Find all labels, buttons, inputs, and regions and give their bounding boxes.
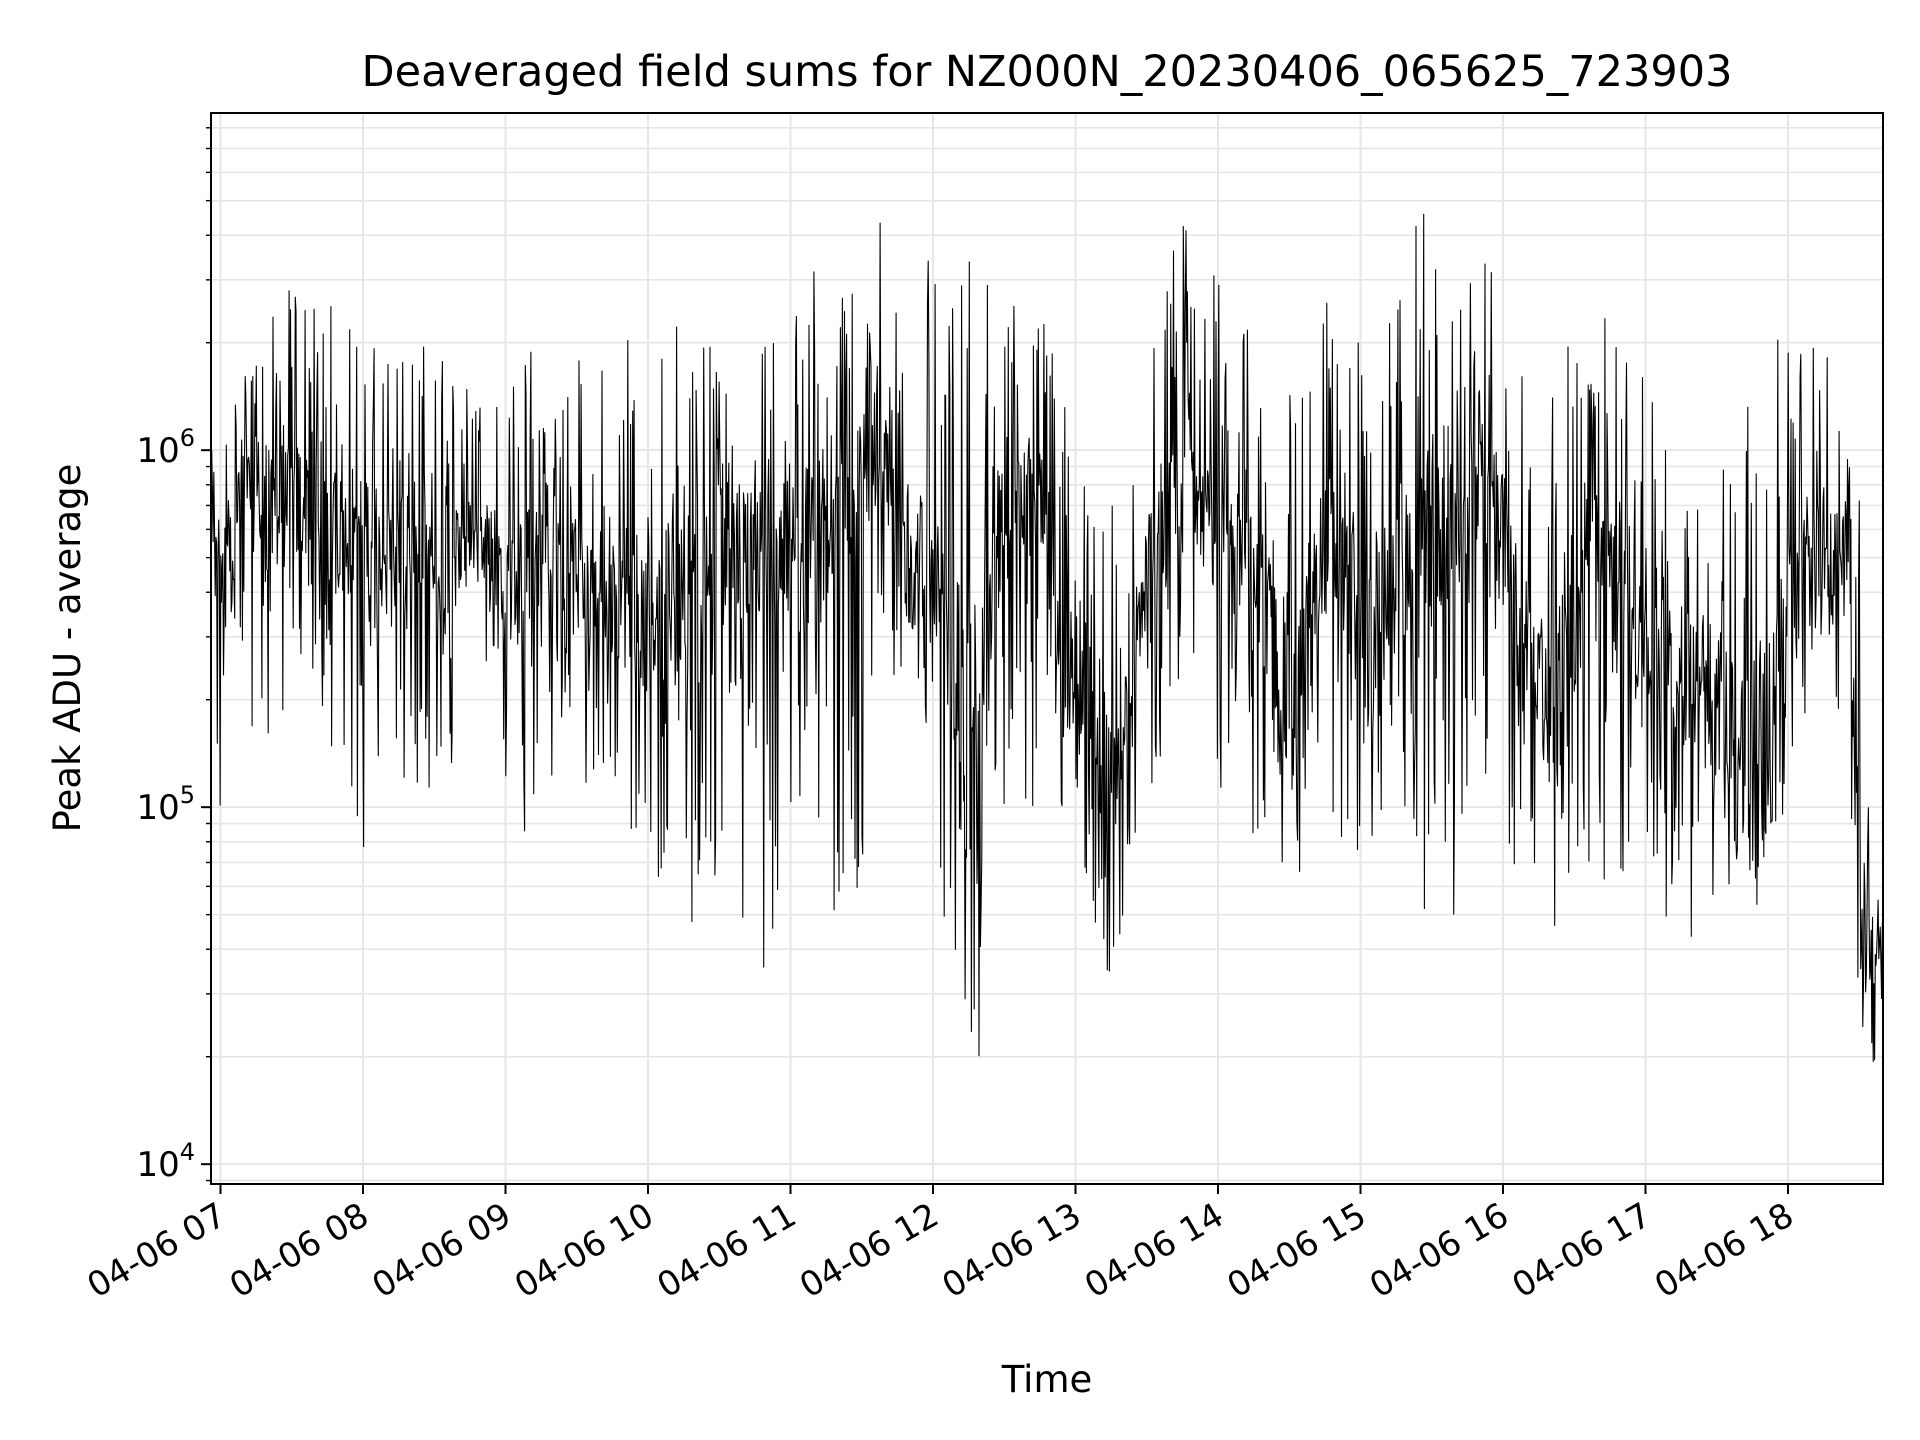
y-axis-label: Peak ADU - average bbox=[46, 464, 89, 833]
data-series bbox=[210, 213, 1884, 1063]
y-tick-label: 106 bbox=[136, 424, 195, 471]
y-tick-label: 104 bbox=[136, 1138, 195, 1185]
series-line bbox=[210, 213, 1884, 1063]
chart-title: Deaveraged field sums for NZ000N_2023040… bbox=[362, 47, 1733, 97]
plot-frame bbox=[210, 112, 1884, 1185]
x-axis-label: Time bbox=[1001, 1358, 1093, 1401]
y-tick-label: 105 bbox=[136, 781, 195, 828]
